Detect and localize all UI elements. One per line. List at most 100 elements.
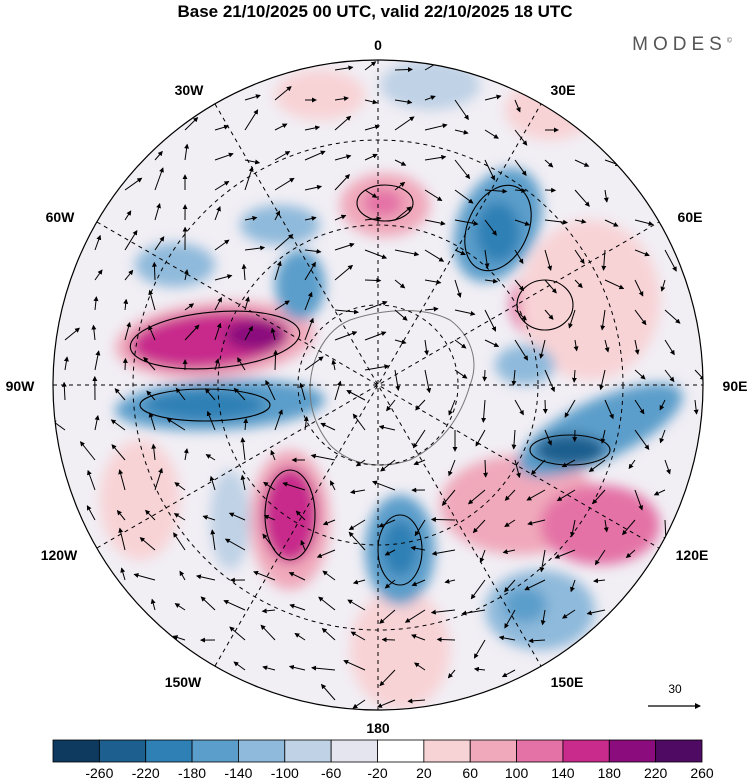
wind-vector — [214, 152, 234, 161]
wind-vector — [274, 233, 294, 251]
wind-vector — [244, 159, 261, 165]
wind-vector — [94, 350, 101, 371]
wind-vector — [554, 549, 576, 559]
wind-vector — [410, 545, 426, 551]
wind-vector — [154, 202, 161, 221]
lon-label-150e: 150E — [551, 674, 584, 690]
wind-vector — [274, 177, 295, 191]
wind-vector — [118, 527, 126, 551]
wind-vector — [573, 339, 579, 352]
wind-vector — [444, 578, 456, 584]
wind-vector — [574, 218, 587, 224]
wind-vector — [394, 159, 407, 166]
wind-vector — [454, 279, 462, 298]
wind-vector — [514, 309, 527, 321]
wind-vector — [334, 380, 342, 401]
wind-vector — [424, 339, 429, 356]
wind-vector — [454, 219, 479, 226]
wind-vector — [240, 474, 246, 491]
wind-vector — [346, 390, 366, 401]
colorbar-swatch — [562, 739, 610, 763]
wind-vector — [265, 379, 276, 401]
wind-vector — [209, 475, 216, 491]
wind-vector — [431, 549, 456, 556]
wind-vector — [166, 418, 186, 431]
wind-vector — [603, 519, 609, 533]
wind-vector — [214, 124, 230, 131]
wind-vector — [664, 369, 675, 383]
wind-vector — [540, 609, 546, 626]
colorbar-tick-label: -60 — [321, 765, 341, 781]
wind-vector — [154, 150, 163, 161]
wind-vector — [664, 249, 677, 272]
wind-vector — [454, 189, 474, 204]
wind-vector — [484, 309, 497, 332]
wind-vector — [364, 61, 377, 71]
wind-vector — [514, 99, 521, 113]
wind-vector — [372, 480, 396, 491]
wind-vector — [364, 300, 388, 311]
wind-vector — [424, 306, 439, 312]
wind-vector — [394, 181, 406, 191]
wind-vector — [139, 537, 156, 551]
wind-vector — [270, 327, 276, 341]
wind-vector — [114, 388, 126, 401]
wind-vector — [64, 327, 80, 341]
wind-vector — [574, 249, 585, 265]
wind-vector — [634, 249, 650, 257]
wind-vector — [93, 296, 99, 311]
wind-vector — [304, 125, 321, 131]
wind-vector — [504, 519, 516, 528]
wind-vector — [304, 150, 326, 161]
wind-vector — [514, 249, 524, 265]
wind-vector — [214, 322, 222, 341]
wind-vector — [304, 291, 313, 311]
wind-vector — [664, 459, 671, 475]
colorbar-swatch — [98, 739, 147, 763]
colorbar-tick-label: 140 — [551, 765, 575, 781]
wind-vector — [424, 95, 436, 101]
map-disk — [53, 60, 703, 710]
wind-vector — [378, 519, 396, 528]
wind-vector — [484, 188, 508, 194]
wind-vector — [394, 116, 415, 131]
wind-vector — [110, 419, 126, 431]
wind-vector — [214, 358, 220, 371]
wind-vector — [544, 279, 557, 294]
wind-vector — [330, 480, 336, 491]
wind-vector — [664, 339, 675, 356]
wind-vector — [394, 369, 401, 392]
wind-vector — [133, 573, 156, 581]
wind-vector — [244, 94, 261, 101]
wind-vector — [124, 321, 132, 341]
wind-vector — [334, 309, 360, 315]
wind-vector — [148, 289, 156, 311]
wind-vector — [274, 151, 291, 161]
wind-vector — [484, 129, 499, 139]
wind-vector — [183, 269, 189, 281]
wind-vector — [352, 579, 366, 585]
wind-vector — [514, 399, 524, 416]
wind-vector — [542, 399, 548, 414]
wind-vector — [413, 459, 426, 466]
wind-vector — [244, 245, 266, 251]
wind-vector — [544, 219, 569, 225]
wind-vector — [364, 153, 378, 161]
wind-vector — [634, 279, 644, 297]
wind-vector — [511, 369, 517, 386]
wind-vector — [304, 184, 323, 191]
wind-vector — [355, 459, 366, 467]
wind-vector — [214, 274, 233, 281]
colorbar-tick-label: -220 — [132, 765, 160, 781]
wind-vector — [179, 570, 186, 581]
wind-vector — [473, 666, 486, 672]
wind-vector — [524, 579, 546, 591]
wind-vector — [470, 579, 486, 600]
wind-vector — [263, 481, 276, 491]
wind-vector — [214, 296, 222, 311]
colorbar-tick-label: 100 — [505, 765, 529, 781]
wind-vector — [145, 509, 156, 521]
wind-vector — [562, 609, 576, 619]
wind-vector — [454, 129, 469, 135]
wind-vector — [379, 669, 396, 687]
